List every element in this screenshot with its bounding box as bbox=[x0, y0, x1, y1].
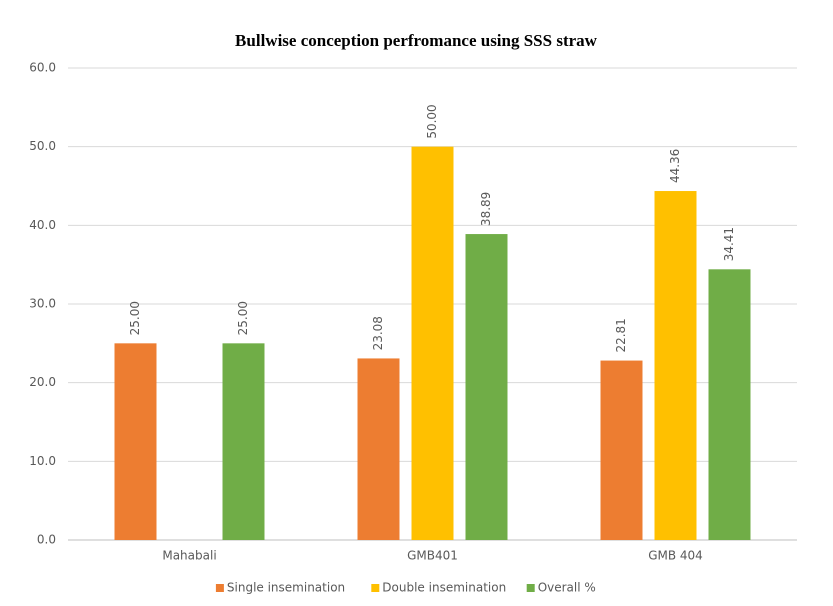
legend-label: Single insemination bbox=[227, 581, 345, 595]
data-label: 50.00 bbox=[425, 104, 439, 138]
y-tick-label: 40.0 bbox=[29, 218, 56, 232]
data-label: 25.00 bbox=[236, 301, 250, 335]
data-label: 22.81 bbox=[614, 318, 628, 352]
data-label: 23.08 bbox=[371, 316, 385, 350]
legend-label: Double insemination bbox=[382, 581, 506, 595]
bar bbox=[465, 234, 508, 540]
legend-swatch bbox=[215, 584, 224, 592]
y-tick-label: 20.0 bbox=[29, 375, 56, 389]
data-label: 34.41 bbox=[722, 227, 736, 261]
bar bbox=[708, 269, 751, 540]
x-tick-label: GMB401 bbox=[407, 549, 458, 563]
legend-swatch bbox=[526, 584, 535, 592]
legend-swatch bbox=[371, 584, 380, 592]
legend-label: Overall % bbox=[538, 581, 596, 595]
x-tick-label: Mahabali bbox=[162, 549, 216, 563]
y-tick-label: 10.0 bbox=[29, 454, 56, 468]
bar bbox=[600, 360, 643, 540]
data-label: 25.00 bbox=[128, 301, 142, 335]
data-label: 38.89 bbox=[479, 192, 493, 226]
y-tick-label: 30.0 bbox=[29, 297, 56, 311]
bar bbox=[114, 343, 157, 540]
bar bbox=[357, 358, 400, 540]
y-tick-label: 60.0 bbox=[29, 61, 56, 75]
bar bbox=[654, 191, 697, 540]
bar bbox=[411, 146, 454, 540]
data-label: 44.36 bbox=[668, 149, 682, 183]
chart-title: Bullwise conception perfromance using SS… bbox=[235, 31, 598, 50]
bar bbox=[222, 343, 265, 540]
y-tick-label: 0.0 bbox=[37, 533, 56, 547]
x-tick-label: GMB 404 bbox=[648, 549, 703, 563]
y-tick-label: 50.0 bbox=[29, 139, 56, 153]
